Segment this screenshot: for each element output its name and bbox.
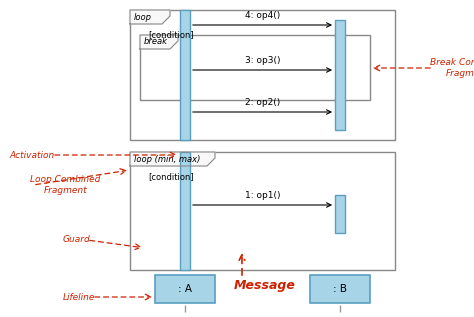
Text: : A: : A	[178, 284, 192, 294]
Text: : B: : B	[333, 284, 347, 294]
Text: 2: op2(): 2: op2()	[245, 98, 280, 107]
Bar	[140, 35, 370, 100]
Text: loop: loop	[134, 12, 152, 22]
Bar	[335, 20, 345, 130]
Bar	[180, 10, 190, 140]
Text: [condition]: [condition]	[148, 172, 193, 181]
Text: [condition]: [condition]	[148, 30, 193, 39]
Polygon shape	[140, 35, 178, 49]
Text: Loop Combined
Fragment: Loop Combined Fragment	[30, 175, 100, 195]
Bar	[180, 152, 190, 270]
Text: 3: op3(): 3: op3()	[245, 56, 280, 65]
Bar	[130, 10, 395, 140]
Polygon shape	[130, 152, 215, 166]
Text: break: break	[144, 37, 168, 47]
Text: Break Combined
Fragment: Break Combined Fragment	[430, 58, 474, 78]
Bar	[130, 152, 395, 270]
Text: loop (min, max): loop (min, max)	[134, 154, 201, 164]
Text: Guard: Guard	[62, 236, 90, 244]
Polygon shape	[130, 10, 170, 24]
Bar	[310, 275, 370, 303]
Bar	[335, 195, 345, 233]
Bar	[155, 275, 215, 303]
Text: 4: op4(): 4: op4()	[245, 11, 280, 20]
Text: Lifeline: Lifeline	[63, 293, 95, 301]
Text: 1: op1(): 1: op1()	[245, 191, 280, 200]
Text: Activation: Activation	[10, 151, 55, 159]
Text: Message: Message	[234, 280, 296, 293]
